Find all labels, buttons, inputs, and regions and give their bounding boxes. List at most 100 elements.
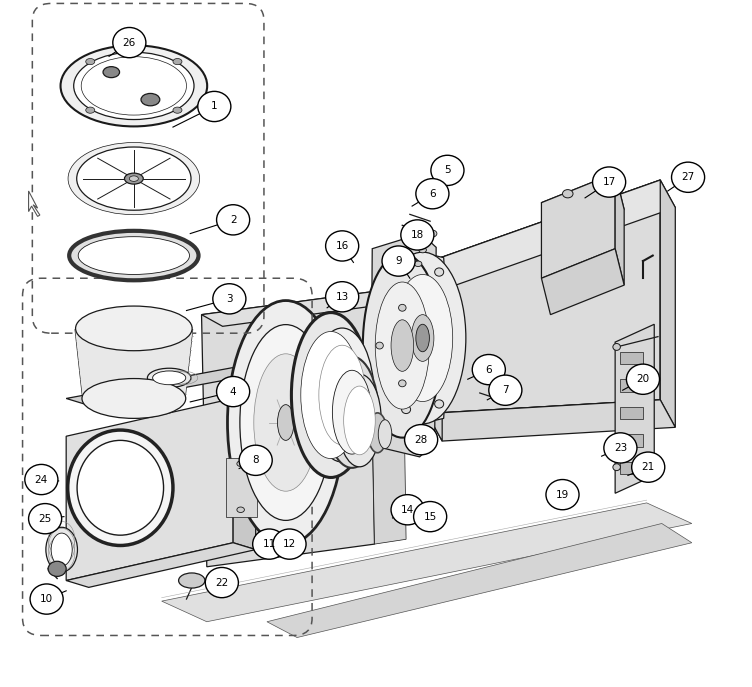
Ellipse shape xyxy=(227,301,344,544)
Ellipse shape xyxy=(326,357,378,468)
Ellipse shape xyxy=(399,304,406,311)
Ellipse shape xyxy=(77,440,164,535)
Ellipse shape xyxy=(380,252,466,424)
Circle shape xyxy=(25,464,58,495)
Ellipse shape xyxy=(68,143,200,215)
Circle shape xyxy=(205,567,238,598)
Polygon shape xyxy=(162,503,692,622)
Ellipse shape xyxy=(338,374,381,467)
Text: 1: 1 xyxy=(211,102,217,111)
Bar xyxy=(620,434,643,447)
Text: 8: 8 xyxy=(253,455,259,465)
Ellipse shape xyxy=(416,324,429,352)
Circle shape xyxy=(401,220,434,250)
Text: 10: 10 xyxy=(40,594,53,604)
Circle shape xyxy=(326,282,359,312)
Circle shape xyxy=(632,452,665,482)
Ellipse shape xyxy=(311,328,374,462)
Polygon shape xyxy=(397,253,448,423)
Ellipse shape xyxy=(75,306,193,350)
Ellipse shape xyxy=(344,386,375,455)
Text: 7: 7 xyxy=(502,385,508,395)
Text: 6: 6 xyxy=(486,365,492,374)
Circle shape xyxy=(416,179,449,209)
Text: 6: 6 xyxy=(429,189,435,199)
Polygon shape xyxy=(615,173,624,285)
Ellipse shape xyxy=(375,282,429,409)
Circle shape xyxy=(382,246,415,276)
Ellipse shape xyxy=(363,254,442,438)
Circle shape xyxy=(405,425,438,455)
Circle shape xyxy=(217,376,250,407)
Ellipse shape xyxy=(301,332,361,459)
Ellipse shape xyxy=(402,405,411,414)
Ellipse shape xyxy=(277,405,294,440)
Text: 4: 4 xyxy=(230,387,236,396)
Ellipse shape xyxy=(291,313,370,477)
Ellipse shape xyxy=(51,533,72,566)
Text: 3: 3 xyxy=(226,294,232,304)
Ellipse shape xyxy=(129,176,138,181)
Ellipse shape xyxy=(237,507,244,513)
Text: 9: 9 xyxy=(396,256,402,266)
Ellipse shape xyxy=(240,325,332,521)
Circle shape xyxy=(113,27,146,58)
Circle shape xyxy=(253,529,286,559)
Ellipse shape xyxy=(613,344,620,350)
Ellipse shape xyxy=(124,173,143,184)
Polygon shape xyxy=(660,180,675,427)
Circle shape xyxy=(489,375,522,405)
Ellipse shape xyxy=(86,107,95,113)
Polygon shape xyxy=(267,523,692,638)
Bar xyxy=(620,379,643,392)
Ellipse shape xyxy=(435,268,444,276)
Ellipse shape xyxy=(237,461,244,466)
Ellipse shape xyxy=(435,400,444,408)
Polygon shape xyxy=(427,180,660,414)
Ellipse shape xyxy=(86,58,95,65)
Polygon shape xyxy=(427,180,675,290)
Ellipse shape xyxy=(613,464,620,471)
Ellipse shape xyxy=(147,368,191,387)
Circle shape xyxy=(626,364,660,394)
Text: 21: 21 xyxy=(641,462,655,472)
Circle shape xyxy=(217,205,250,235)
Polygon shape xyxy=(233,368,256,550)
Ellipse shape xyxy=(414,261,422,267)
Polygon shape xyxy=(75,330,193,398)
Ellipse shape xyxy=(332,370,371,454)
Ellipse shape xyxy=(153,371,186,385)
Bar xyxy=(620,407,643,419)
Polygon shape xyxy=(66,543,256,587)
Ellipse shape xyxy=(46,528,77,572)
Circle shape xyxy=(326,231,359,261)
Ellipse shape xyxy=(393,275,453,401)
Circle shape xyxy=(273,529,306,559)
Ellipse shape xyxy=(74,52,194,120)
Text: 26: 26 xyxy=(123,38,136,47)
Bar xyxy=(620,462,643,474)
Ellipse shape xyxy=(48,561,66,576)
Ellipse shape xyxy=(69,231,199,280)
Circle shape xyxy=(29,504,62,534)
Ellipse shape xyxy=(82,379,186,418)
Text: 28: 28 xyxy=(414,435,428,444)
Ellipse shape xyxy=(419,247,426,253)
Ellipse shape xyxy=(60,45,207,126)
Text: 18: 18 xyxy=(411,230,424,240)
Ellipse shape xyxy=(179,573,205,588)
Text: 15: 15 xyxy=(423,512,437,521)
Bar xyxy=(226,458,257,517)
Text: 16: 16 xyxy=(335,241,349,251)
Polygon shape xyxy=(615,324,654,493)
Polygon shape xyxy=(29,191,40,216)
Ellipse shape xyxy=(421,342,429,349)
Text: 13: 13 xyxy=(335,292,349,302)
Polygon shape xyxy=(541,249,624,315)
Ellipse shape xyxy=(425,231,432,236)
Circle shape xyxy=(414,502,447,532)
Ellipse shape xyxy=(103,67,120,78)
Ellipse shape xyxy=(553,484,560,491)
Polygon shape xyxy=(66,368,256,405)
Circle shape xyxy=(672,162,705,192)
